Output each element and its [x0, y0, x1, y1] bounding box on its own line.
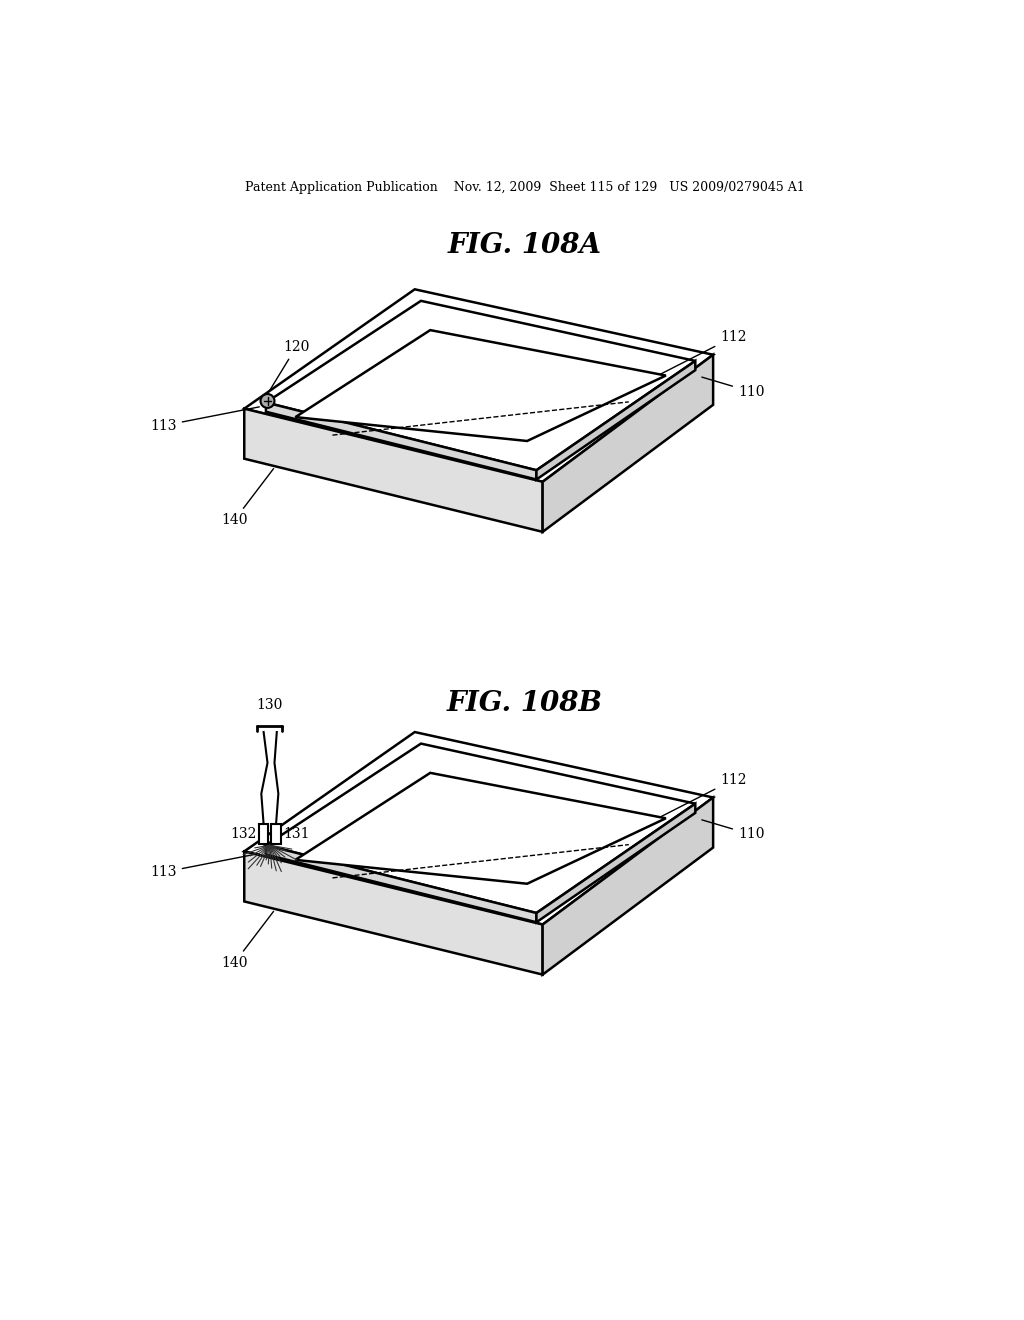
Polygon shape — [295, 330, 666, 441]
Polygon shape — [266, 301, 695, 470]
Text: 110: 110 — [701, 378, 765, 399]
Text: 140: 140 — [221, 469, 273, 527]
Polygon shape — [537, 360, 695, 479]
Text: 120: 120 — [269, 341, 309, 392]
Polygon shape — [266, 403, 537, 479]
Text: 113: 113 — [151, 407, 259, 433]
Text: 132: 132 — [230, 826, 257, 841]
Polygon shape — [543, 355, 713, 532]
Polygon shape — [537, 804, 695, 923]
Polygon shape — [245, 733, 713, 924]
Text: 110: 110 — [701, 820, 765, 841]
Polygon shape — [295, 774, 666, 884]
Polygon shape — [266, 743, 695, 913]
Bar — [259, 825, 268, 843]
Text: 140: 140 — [221, 911, 273, 970]
Polygon shape — [245, 409, 543, 532]
Bar — [271, 825, 281, 843]
Polygon shape — [245, 851, 543, 974]
Polygon shape — [266, 845, 537, 923]
Text: 131: 131 — [283, 826, 309, 841]
Text: 112: 112 — [645, 330, 746, 381]
Text: FIG. 108B: FIG. 108B — [446, 689, 603, 717]
Text: FIG. 108A: FIG. 108A — [447, 231, 602, 259]
Text: Patent Application Publication    Nov. 12, 2009  Sheet 115 of 129   US 2009/0279: Patent Application Publication Nov. 12, … — [245, 181, 805, 194]
Circle shape — [260, 395, 274, 408]
Text: 112: 112 — [645, 772, 746, 825]
Polygon shape — [245, 289, 713, 482]
Text: 113: 113 — [151, 854, 259, 879]
Text: 130: 130 — [257, 698, 283, 711]
Polygon shape — [543, 797, 713, 974]
